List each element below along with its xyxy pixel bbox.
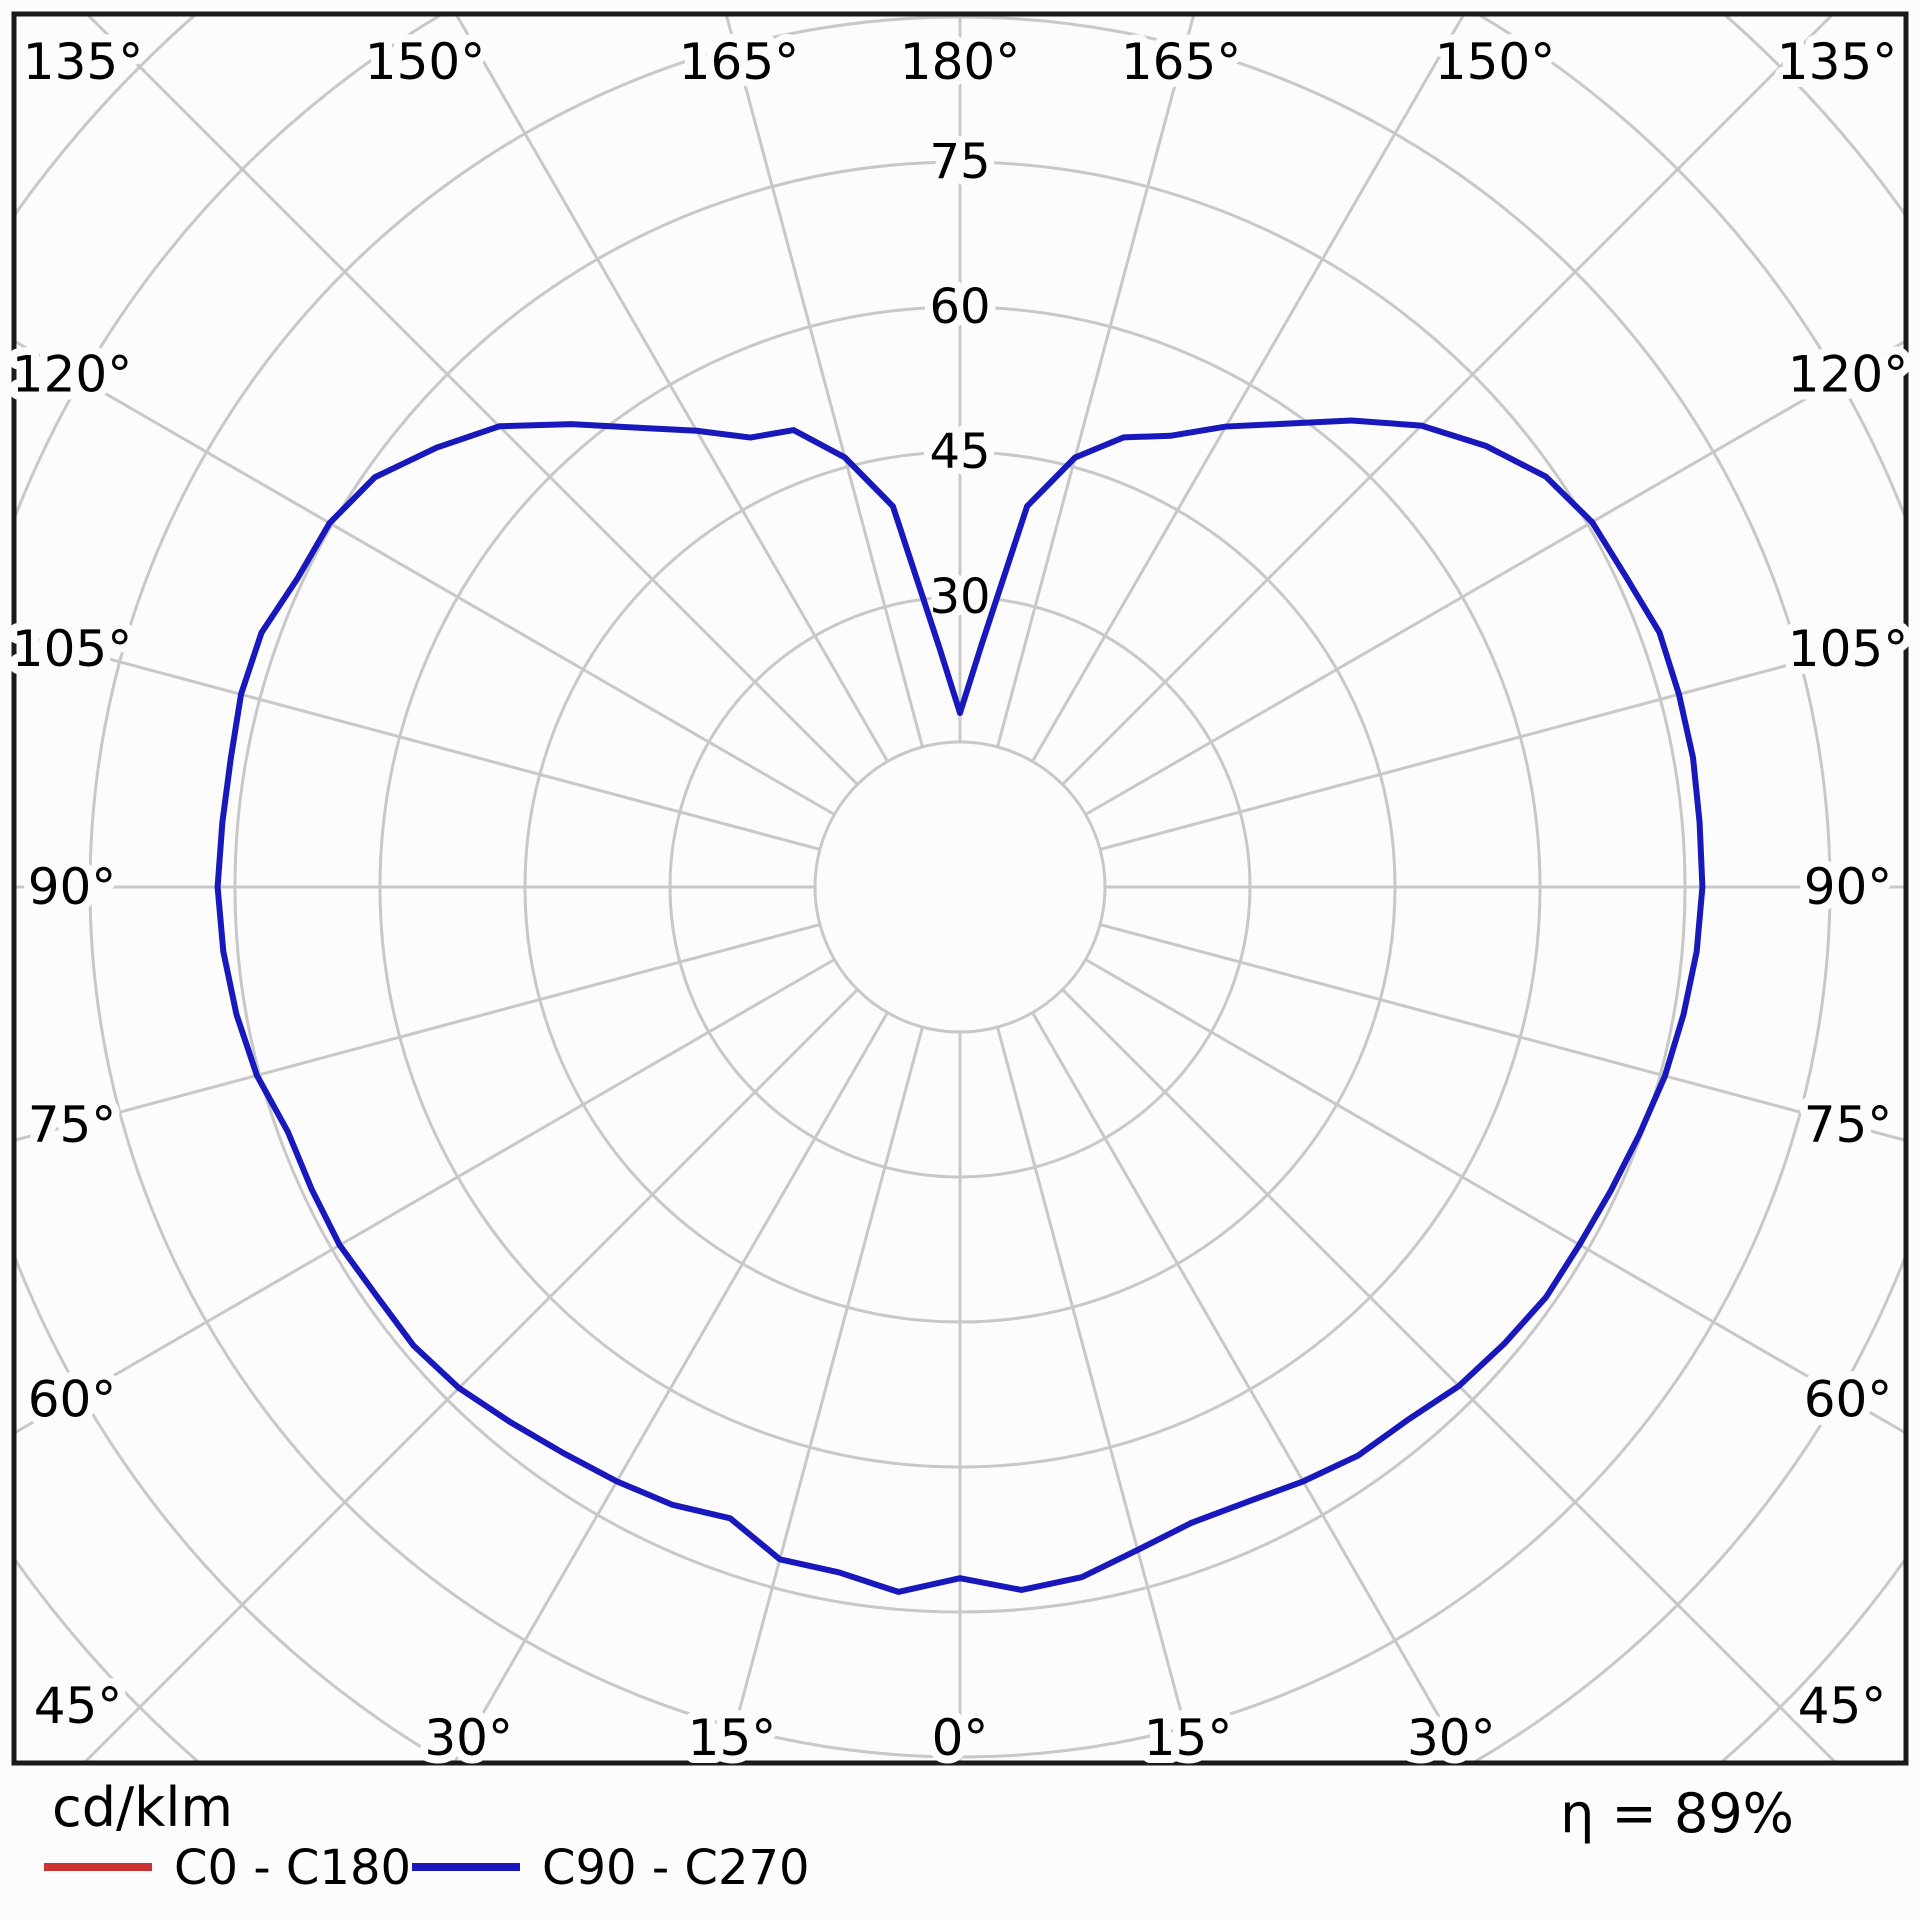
gamma-label-105-right: 105° [1788,620,1908,678]
grid-spoke-15 [996,14,1196,748]
grid-spoke-210 [452,1011,889,1763]
grid-spoke-240 [14,958,836,1435]
gamma-label-30-left: 30° [424,1709,513,1767]
gamma-label-105-left: 105° [12,620,132,678]
gamma-label-150-right: 150° [1435,33,1555,91]
legend-label-c0-c180: C0 - C180 [174,1840,412,1896]
grid-spoke-195 [723,1026,924,1763]
legend-label-c90-c270: C90 - C270 [542,1840,810,1896]
grid-spoke-60 [1084,339,1906,816]
gamma-label-165-left: 165° [679,33,799,91]
efficiency-label: η = 89% [1560,1782,1794,1845]
grid-ring-15 [813,740,1107,1034]
gamma-label-75-right: 75° [1804,1096,1893,1154]
gamma-label-75-left: 75° [28,1096,117,1154]
gamma-label-30-right: 30° [1407,1709,1496,1767]
gamma-label-45-left: 45° [34,1677,123,1735]
radial-label-60: 60 [929,279,990,335]
radial-label-75: 75 [929,134,990,190]
gamma-label-15-right: 15° [1144,1709,1233,1767]
gamma-label-0: 0° [932,1709,989,1767]
legend-line-c0-c180 [44,1863,152,1871]
gamma-label-60-right: 60° [1804,1371,1893,1429]
grid-spoke-315 [84,14,859,786]
grid-spoke-150 [1031,1011,1468,1763]
grid-spoke-330 [454,14,889,763]
gamma-label-90-left: 90° [28,858,117,916]
gamma-label-135-left: 135° [23,33,143,91]
legend-item-c90-c270: C90 - C270 [412,1842,810,1895]
legend-item-c0-c180: C0 - C180 [44,1842,411,1895]
radial-label-30: 30 [929,569,990,625]
grid-spoke-300 [14,339,836,816]
grid-spoke-105 [1099,923,1906,1143]
curve-C90-C270 [214,417,1706,1595]
grid-spoke-45 [1061,14,1836,786]
grid-spoke-165 [996,1026,1197,1763]
gamma-label-120-left: 120° [12,345,132,403]
grid-spoke-120 [1084,958,1906,1435]
legend-line-c90-c270 [412,1863,520,1871]
chart-frame [11,11,1909,1766]
grid-spoke-135 [1061,988,1839,1763]
gamma-label-15-left: 15° [688,1709,777,1767]
gamma-label-180: 180° [900,33,1020,91]
grid-spoke-285 [14,631,821,851]
unit-label: cd/klm [52,1776,234,1839]
gamma-label-150-left: 150° [365,33,485,91]
gamma-label-45-right: 45° [1798,1677,1887,1735]
grid-spoke-345 [724,14,924,748]
grid-spoke-225 [81,988,859,1763]
gamma-label-120-right: 120° [1788,345,1908,403]
gamma-label-60-left: 60° [28,1371,117,1429]
radial-label-45: 45 [929,424,990,480]
gamma-label-90-right: 90° [1804,858,1893,916]
grid-spoke-75 [1099,631,1906,851]
grid-spoke-255 [14,923,821,1143]
grid-spoke-30 [1031,14,1466,763]
gamma-label-135-right: 135° [1777,33,1897,91]
gamma-label-165-right: 165° [1121,33,1241,91]
